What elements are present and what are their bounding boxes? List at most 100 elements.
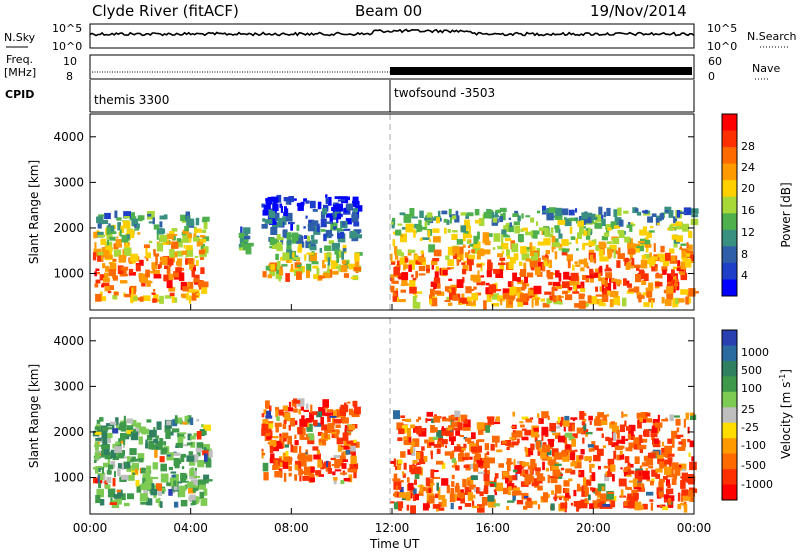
- power-echo-cell: [117, 265, 124, 274]
- velocity-echo-cell: [289, 407, 294, 412]
- velocity-echo-cell: [620, 489, 624, 497]
- velocity-echo-cell: [599, 493, 607, 503]
- velocity-echo-cell: [438, 495, 446, 500]
- velocity-colorbar-tick: 100: [741, 382, 762, 395]
- power-echo-cell: [101, 282, 110, 286]
- velocity-echo-cell: [597, 483, 606, 492]
- velocity-echo-cell: [675, 418, 681, 426]
- velocity-echo-cell: [192, 485, 197, 493]
- power-echo-cell: [283, 211, 288, 217]
- velocity-echo-cell: [478, 445, 482, 453]
- power-echo-cell: [401, 272, 409, 281]
- power-echo-cell: [265, 265, 271, 271]
- power-echo-cell: [187, 258, 194, 264]
- power-echo-cell: [621, 253, 625, 258]
- velocity-echo-cell: [502, 487, 510, 495]
- power-echo-cell: [485, 282, 490, 286]
- power-echo-cell: [325, 197, 329, 204]
- velocity-echo-cell: [548, 459, 557, 466]
- velocity-echo-cell: [663, 476, 668, 480]
- velocity-echo-cell: [601, 433, 604, 438]
- power-colorbar-swatches: [722, 114, 737, 297]
- velocity-ytick-label: 3000: [53, 379, 84, 393]
- power-echo-cell: [648, 230, 655, 233]
- velocity-echo-cell: [455, 496, 462, 501]
- velocity-echo-cell: [467, 480, 471, 486]
- power-echo-cell: [354, 261, 360, 267]
- velocity-echo-cell: [336, 437, 344, 445]
- power-echo-cell: [562, 248, 569, 253]
- velocity-echo-cell: [434, 427, 438, 433]
- power-echo-cell: [568, 287, 573, 291]
- velocity-echo-cell: [335, 424, 341, 429]
- power-echo-cell: [166, 280, 173, 289]
- velocity-echo-cell: [103, 474, 106, 480]
- power-echo-cell: [491, 303, 500, 307]
- power-echo-cell: [660, 245, 665, 253]
- velocity-echo-cell: [487, 495, 495, 502]
- velocity-echo-cell: [203, 447, 207, 450]
- power-echo-cell: [628, 288, 634, 292]
- date-title: 19/Nov/2014: [590, 2, 687, 20]
- power-echo-cell: [151, 292, 156, 295]
- velocity-echo-cell: [303, 409, 309, 412]
- velocity-echo-cell: [327, 423, 335, 430]
- power-echo-cell: [677, 260, 681, 269]
- velocity-echo-cell: [120, 423, 127, 432]
- velocity-echo-cell: [678, 465, 682, 468]
- velocity-echo-cell: [591, 441, 596, 447]
- power-echo-cell: [196, 238, 201, 247]
- velocity-echo-cell: [461, 415, 465, 422]
- colorbar-swatch: [722, 114, 737, 131]
- velocity-echo-cell: [131, 419, 137, 426]
- velocity-echo-cell: [263, 472, 269, 481]
- power-echo-cell: [347, 263, 356, 267]
- velocity-echo-cell: [471, 475, 478, 480]
- velocity-echo-cell: [327, 467, 332, 474]
- velocity-ytick-label: 2000: [53, 425, 84, 439]
- power-echo-cell: [311, 239, 318, 244]
- power-echo-cell: [244, 235, 251, 240]
- velocity-echo-cell: [179, 485, 187, 491]
- velocity-echo-cell: [433, 415, 441, 423]
- velocity-echo-cell: [616, 439, 624, 444]
- power-echo-cell: [105, 245, 112, 250]
- velocity-echo-cell: [129, 448, 137, 456]
- velocity-colorbar-tick: 1000: [741, 346, 769, 359]
- velocity-echo-cell: [333, 455, 342, 458]
- colorbar-swatch: [722, 484, 737, 501]
- velocity-echo-cell: [653, 438, 659, 445]
- power-colorbar-tick: 8: [741, 248, 748, 261]
- power-echo-cell: [666, 285, 674, 294]
- velocity-echo-cell: [413, 466, 422, 474]
- power-echo-cell: [126, 234, 130, 239]
- power-echo-cell: [580, 288, 586, 293]
- power-echo-cell: [679, 246, 682, 250]
- power-echo-cell: [673, 216, 678, 224]
- velocity-echo-cell: [180, 456, 185, 463]
- power-echo-cell: [512, 295, 516, 299]
- velocity-echo-cell: [633, 437, 640, 445]
- velocity-echo-cell: [658, 478, 665, 483]
- velocity-echo-cell: [677, 446, 686, 451]
- velocity-echo-cell: [585, 432, 593, 435]
- velocity-echo-cell: [159, 501, 163, 508]
- velocity-echo-cell: [512, 491, 518, 496]
- velocity-echo-cell: [552, 469, 561, 477]
- power-echo-cell: [351, 214, 359, 223]
- power-echo-cell: [178, 272, 185, 282]
- velocity-echo-cell: [400, 451, 406, 458]
- power-echo-cell: [289, 199, 292, 205]
- power-echo-cell: [426, 212, 433, 221]
- velocity-echo-cell: [645, 412, 651, 417]
- velocity-echo-cell: [285, 450, 289, 457]
- power-echo-cell: [138, 273, 146, 279]
- cpid-panel: CPID themis 3300 twofsound -3503: [5, 80, 695, 113]
- velocity-echo-cell: [131, 458, 139, 462]
- velocity-echo-cell: [531, 478, 539, 487]
- velocity-echo-cell: [622, 414, 628, 417]
- power-echo-cell: [480, 275, 485, 278]
- velocity-echo-cell: [671, 430, 678, 439]
- power-echo-cell: [131, 261, 136, 264]
- power-echo-cell: [563, 271, 570, 280]
